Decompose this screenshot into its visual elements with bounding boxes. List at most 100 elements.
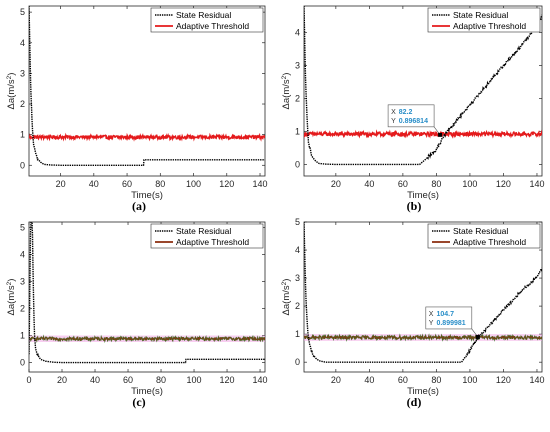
datatip-y: Y 0.899981 (429, 320, 466, 327)
x-tick-label: 120 (219, 179, 234, 189)
y-axis-label: Δa(m/s2) (281, 73, 292, 110)
x-tick-label: 120 (496, 375, 511, 385)
x-tick-label: 20 (331, 179, 341, 189)
y-tick-label: 2 (295, 301, 300, 311)
x-tick-label: 140 (253, 375, 268, 385)
x-tick-label: 80 (156, 375, 166, 385)
y-axis-label-base: Δa(m/s (281, 79, 292, 109)
datatip-x: X 82.2 (391, 109, 412, 116)
x-tick-label: 40 (90, 375, 100, 385)
x-tick-label: 40 (364, 375, 374, 385)
y-tick-label: 0 (20, 358, 25, 368)
residual-line (304, 222, 542, 363)
plot-area (28, 5, 266, 177)
y-tick-label: 5 (20, 7, 25, 17)
y-axis-label-close: ) (6, 73, 17, 76)
y-tick-label: 2 (295, 93, 300, 103)
y-tick-label: 2 (20, 99, 25, 109)
plot-marks (29, 6, 265, 166)
panel-c: 0 20 40 60 80 100 120 140 0 1 2 3 4 5 Time(s) Δa(m/s2) S… (6, 221, 268, 409)
legend-label-residual: State Residual (176, 226, 231, 236)
panel-label: (a) (132, 199, 146, 213)
panel-a: 20 40 60 80 100 120 140 0 1 2 3 4 5 Time(s) Δa(m/s2) St… (6, 5, 268, 213)
y-axis-label-close: ) (6, 279, 17, 282)
legend-label-threshold: Adaptive Threshold (176, 21, 249, 31)
plot-marks (304, 222, 542, 363)
legend-box (427, 7, 541, 33)
y-tick-label: 1 (20, 331, 25, 341)
x-tick-label: 120 (220, 375, 235, 385)
legend-label-residual: State Residual (176, 10, 231, 20)
y-axis-label-sup: 2 (281, 75, 288, 79)
x-tick-label: 100 (186, 179, 201, 189)
datatip-x-value: 82.2 (399, 109, 413, 116)
y-tick-label: 0 (295, 357, 300, 367)
panel-label: (c) (132, 395, 145, 409)
y-tick-label: 0 (20, 160, 25, 170)
y-axis-label: Δa(m/s2) (6, 73, 17, 110)
legend-label-threshold: Adaptive Threshold (176, 237, 249, 247)
x-tick-label: 100 (187, 375, 202, 385)
y-tick-label: 1 (295, 329, 300, 339)
y-axis-label-base: Δa(m/s (281, 285, 292, 315)
x-tick-label: 140 (529, 375, 544, 385)
datatip-x-value: 104.7 (436, 311, 454, 318)
x-tick-label: 60 (123, 375, 133, 385)
x-tick-label: 80 (155, 179, 165, 189)
legend-label-residual: State Residual (453, 226, 508, 236)
datatip-y-value: 0.899981 (436, 320, 465, 327)
residual-line (304, 6, 542, 166)
x-tick-label: 140 (252, 179, 267, 189)
legend-label-threshold: Adaptive Threshold (453, 237, 526, 247)
x-tick-label: 80 (431, 179, 441, 189)
y-tick-label: 2 (20, 303, 25, 313)
datatip-y: Y 0.896814 (391, 118, 428, 125)
y-tick-label: 4 (295, 245, 300, 255)
datatip-x-label: X (429, 311, 434, 318)
y-tick-label: 1 (295, 126, 300, 136)
datatip-y-label: Y (391, 118, 396, 125)
x-tick-label: 40 (364, 179, 374, 189)
x-tick-label: 100 (462, 179, 477, 189)
y-axis-label-base: Δa(m/s (6, 285, 17, 315)
x-axis-label: Time(s) (131, 190, 163, 201)
datatip-box (387, 104, 435, 128)
panel-label: (b) (407, 199, 422, 213)
y-tick-label: 3 (20, 68, 25, 78)
y-tick-label: 0 (295, 159, 300, 169)
datatip-box (425, 306, 473, 330)
x-axis-label: Time(s) (407, 190, 439, 201)
plot-marks (304, 6, 542, 166)
datatip-marker (475, 334, 480, 339)
x-tick-label: 20 (331, 375, 341, 385)
y-tick-label: 4 (20, 38, 25, 48)
x-tick-label: 60 (122, 179, 132, 189)
x-tick-label: 20 (57, 375, 67, 385)
datatip: X 104.7Y 0.899981 (425, 306, 480, 339)
x-axis-label: Time(s) (407, 386, 439, 397)
datatip-marker (438, 132, 443, 137)
datatip-y-label: Y (429, 320, 434, 327)
legend-box (150, 223, 264, 249)
x-axis-label: Time(s) (131, 386, 163, 397)
y-axis-label-close: ) (281, 279, 292, 282)
legend-box (427, 223, 541, 249)
x-tick-label: 120 (496, 179, 511, 189)
y-axis-label-close: ) (281, 73, 292, 76)
plot-area (303, 5, 543, 177)
x-tick-label: 140 (529, 179, 544, 189)
residual-line (29, 6, 265, 166)
x-tick-label: 20 (56, 179, 66, 189)
y-tick-label: 3 (295, 273, 300, 283)
threshold-line (29, 132, 265, 142)
panel-b: 20 40 60 80 100 120 140 0 1 2 3 4 Time(s) Δa(m/s2) Sta… (281, 5, 544, 213)
x-tick-label: 60 (398, 179, 408, 189)
y-tick-label: 3 (20, 276, 25, 286)
y-tick-label: 5 (20, 222, 25, 232)
y-axis-label-sup: 2 (6, 281, 13, 285)
